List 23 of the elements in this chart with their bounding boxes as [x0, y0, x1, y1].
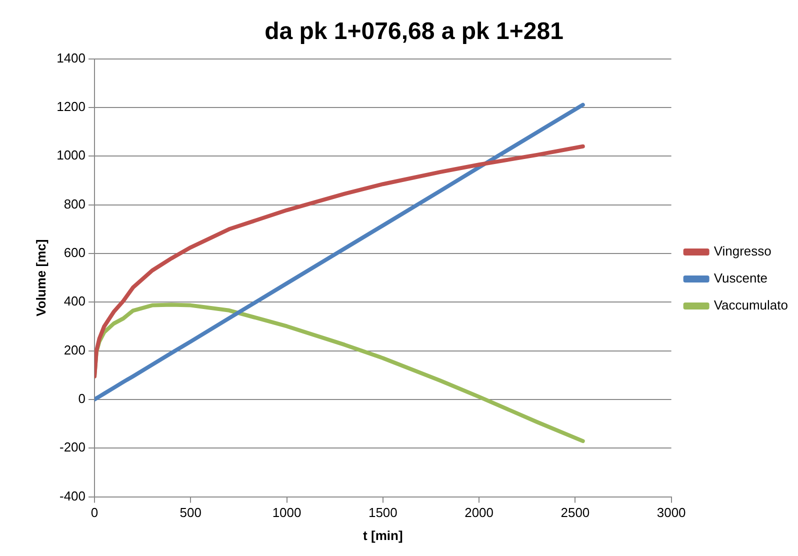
x-axis-title: t [min] [363, 528, 403, 543]
x-tick-label: 1500 [368, 505, 398, 520]
y-tick-label: 800 [64, 196, 86, 212]
x-tick-label: 500 [180, 505, 202, 520]
legend-label: Vingresso [714, 244, 772, 259]
y-tick-label: 600 [64, 245, 86, 260]
x-tick-label: 2000 [464, 505, 494, 520]
y-tick-label: 1400 [56, 50, 86, 66]
y-tick-label: 1200 [56, 99, 86, 114]
x-tick-label: 3000 [656, 505, 686, 520]
x-tick-label: 2500 [560, 505, 590, 520]
x-tick-label: 0 [90, 505, 98, 520]
x-tick-label: 1000 [272, 505, 302, 520]
chart-title: da pk 1+076,68 a pk 1+281 [264, 18, 564, 46]
y-tick-label: 1000 [56, 148, 86, 163]
legend-label: Vuscente [714, 270, 768, 286]
y-tick-label: 200 [64, 342, 86, 358]
y-tick-label: 0 [78, 391, 86, 406]
y-tick-label: 400 [64, 294, 86, 309]
y-axis-title: Volume [mc] [33, 239, 48, 316]
y-tick-label: -400 [59, 488, 86, 504]
y-tick-label: -200 [59, 440, 86, 455]
legend-label: Vaccumulato [714, 298, 788, 313]
